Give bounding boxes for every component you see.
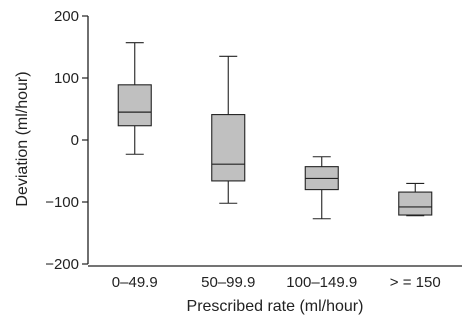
x-axis-title: Prescribed rate (ml/hour) — [187, 298, 364, 315]
x-tick-label: 100–149.9 — [286, 274, 357, 291]
x-tick-label: 50–99.9 — [201, 274, 255, 291]
y-axis-ticks: 200 100 0 −100 −200 — [45, 8, 88, 273]
box-plot-item — [398, 182, 433, 217]
x-tick-label: > = 150 — [390, 274, 441, 291]
interquartile-box — [211, 114, 246, 182]
x-tick-label: 0–49.9 — [112, 274, 158, 291]
y-tick-label: 0 — [71, 132, 79, 149]
y-tick-label: −100 — [45, 194, 79, 211]
y-tick-label: 100 — [54, 70, 79, 87]
x-axis-tick-labels: 0–49.9 50–99.9 100–149.9 > = 150 — [112, 274, 441, 291]
y-tick-label: 200 — [54, 8, 79, 25]
interquartile-box — [117, 84, 152, 127]
box-plot-series — [117, 42, 433, 220]
box-plot-item — [304, 156, 339, 220]
box-plot-item — [211, 55, 246, 204]
y-tick-label: −200 — [45, 256, 79, 273]
interquartile-box — [398, 191, 433, 216]
y-axis-title: Deviation (ml/hour) — [14, 71, 31, 206]
box-plot-item — [117, 42, 152, 155]
